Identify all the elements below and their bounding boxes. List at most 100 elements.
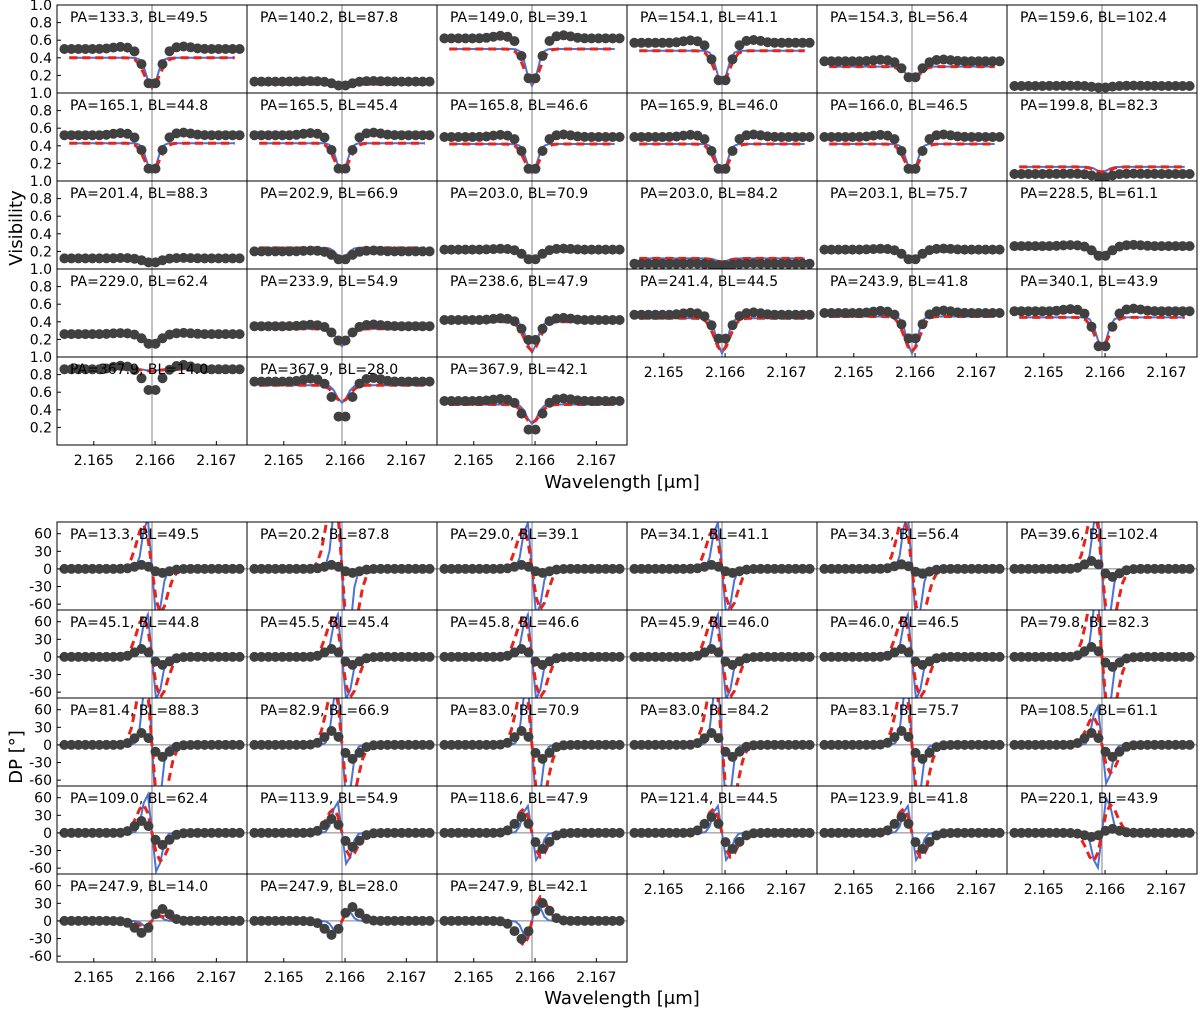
data-point — [847, 827, 858, 838]
data-point — [706, 728, 717, 738]
data-point — [1163, 651, 1174, 662]
y-tick-label: 0.8 — [30, 280, 52, 296]
data-point — [143, 647, 154, 658]
data-point — [966, 308, 977, 318]
data-point — [1023, 651, 1034, 662]
data-point — [980, 739, 991, 750]
data-point — [987, 132, 998, 142]
data-point — [80, 364, 91, 375]
data-point — [319, 322, 330, 332]
data-point — [122, 917, 133, 928]
data-point — [1044, 651, 1055, 662]
data-point — [868, 244, 879, 255]
data-point — [819, 132, 830, 142]
data-point — [396, 76, 407, 87]
data-point — [833, 827, 844, 838]
vis-panel: PA=203.0, BL=70.9 — [436, 180, 628, 270]
data-point — [959, 739, 970, 750]
data-point — [284, 76, 295, 87]
data-point — [446, 915, 457, 926]
data-point — [755, 651, 766, 662]
data-point — [1135, 652, 1146, 662]
data-point — [270, 376, 281, 387]
dp-panel: PA=220.1, BL=43.9 2.165 2.166 2.167 — [1006, 785, 1198, 898]
data-point — [657, 132, 668, 142]
data-point — [94, 739, 105, 750]
dp-panel-plot-area — [247, 786, 437, 874]
data-point — [150, 78, 161, 89]
data-point — [755, 258, 766, 269]
data-point — [600, 739, 611, 750]
data-point — [178, 915, 189, 926]
x-tick-label: 2.167 — [956, 365, 996, 381]
vis-panel: PA=165.8, BL=46.6 — [436, 92, 628, 182]
data-point — [227, 44, 238, 54]
data-point — [797, 739, 808, 750]
data-point — [804, 651, 815, 662]
data-point — [572, 739, 583, 750]
data-point — [607, 315, 618, 325]
data-point — [382, 246, 393, 257]
data-point — [73, 130, 84, 141]
x-tick-label: 2.165 — [1024, 882, 1064, 898]
data-point — [213, 44, 224, 54]
panel-label: PA=202.9, BL=66.9 — [260, 186, 398, 202]
data-point — [903, 163, 914, 174]
dp-panel: PA=247.9, BL=28.0 2.165 2.166 2.167 — [246, 873, 438, 986]
data-point — [347, 327, 358, 338]
data-point — [1009, 306, 1020, 317]
data-point — [1177, 81, 1188, 91]
x-tick-label: 2.166 — [895, 882, 935, 898]
data-point — [544, 36, 555, 46]
data-point — [1058, 827, 1069, 838]
dp-panel: PA=82.9, BL=66.9 — [246, 697, 438, 787]
data-point — [326, 145, 337, 155]
data-point — [917, 319, 928, 330]
data-point — [263, 827, 274, 838]
data-point — [769, 309, 780, 320]
data-point — [94, 915, 105, 926]
data-point — [783, 37, 794, 48]
vis-panel: PA=233.9, BL=54.9 — [246, 268, 438, 358]
data-point — [424, 915, 435, 926]
data-point — [340, 747, 351, 758]
data-point — [1156, 306, 1167, 317]
data-point — [403, 246, 414, 257]
data-point — [227, 130, 238, 141]
y-tick-label: 0 — [43, 826, 52, 842]
y-tick-label: 0.8 — [30, 192, 52, 208]
data-point — [1135, 827, 1146, 838]
data-point — [1086, 321, 1097, 332]
data-point — [136, 145, 147, 155]
data-point — [270, 739, 281, 750]
panel-label: PA=247.9, BL=28.0 — [260, 879, 398, 895]
data-point — [234, 253, 245, 264]
data-point — [1170, 739, 1181, 750]
data-point — [206, 329, 217, 340]
data-point — [417, 76, 428, 87]
data-point — [854, 244, 865, 255]
data-point — [453, 244, 464, 255]
data-point — [340, 335, 351, 346]
data-point — [439, 244, 450, 255]
model-curve-red-dashed — [69, 56, 235, 90]
panel-label: PA=149.0, BL=39.1 — [450, 10, 588, 26]
vis-panel: PA=165.5, BL=45.4 — [246, 92, 438, 182]
dp-panel: PA=83.0, BL=70.9 — [436, 697, 628, 787]
data-point — [1093, 250, 1104, 261]
data-point — [122, 826, 133, 837]
x-tick-label: 2.166 — [135, 453, 175, 469]
data-point — [396, 130, 407, 141]
data-point — [227, 329, 238, 340]
data-point — [664, 563, 675, 574]
data-point — [509, 732, 520, 743]
data-point — [1177, 739, 1188, 750]
dp-panel-plot-area — [1007, 522, 1197, 610]
data-point — [80, 651, 91, 662]
data-point — [882, 737, 893, 748]
vis-panel: PA=203.0, BL=84.2 — [626, 180, 818, 270]
dp-panel-plot-area — [627, 522, 817, 610]
data-point — [1009, 739, 1020, 750]
data-point — [861, 244, 872, 255]
